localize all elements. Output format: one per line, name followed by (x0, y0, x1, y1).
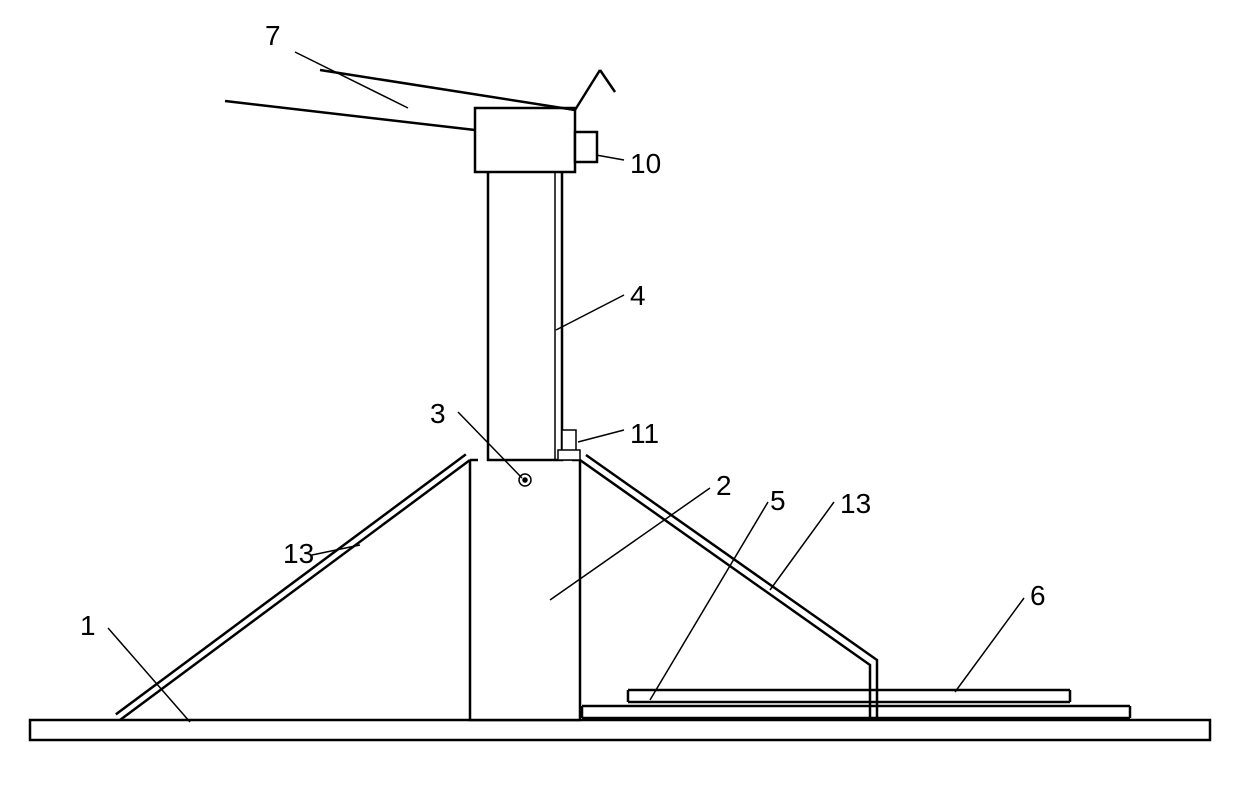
label-13-left: 13 (283, 538, 314, 570)
label-11: 11 (630, 418, 659, 450)
label-4: 4 (630, 280, 646, 312)
label-2: 2 (716, 470, 732, 502)
diagram-svg (0, 0, 1240, 795)
label-3: 3 (430, 398, 446, 430)
label-5: 5 (770, 485, 786, 517)
drawing-group (30, 52, 1210, 740)
label-10: 10 (630, 148, 661, 180)
label-6: 6 (1030, 580, 1046, 612)
label-13-right: 13 (840, 488, 871, 520)
label-1: 1 (80, 610, 96, 642)
label-7: 7 (265, 20, 281, 52)
